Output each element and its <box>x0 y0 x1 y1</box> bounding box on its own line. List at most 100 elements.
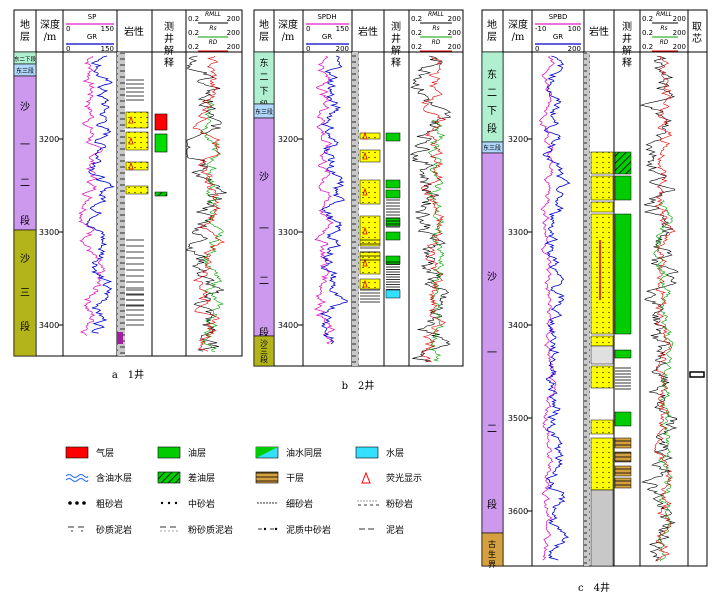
rmll-curve-b <box>409 55 452 363</box>
strat-label-c1: 东三段 <box>483 144 501 152</box>
strat-label-c0: 东二下段 <box>487 68 497 135</box>
depth-tick-a1: 3300 <box>39 228 59 237</box>
legend-label: 水层 <box>386 447 404 459</box>
legend-item: 含油水层 <box>65 472 132 484</box>
panel-well-2: 地层 深度/m SPDH 0 150 GR 0 200 岩性 测井解释 0.2 … <box>253 9 464 367</box>
sand-layer <box>359 215 381 247</box>
log2-hi-a: 150 <box>101 45 114 53</box>
log2-hi-b: 200 <box>336 45 349 53</box>
header-lith-b: 岩性 <box>358 25 378 38</box>
legend-label: 粗砂岩 <box>96 498 123 510</box>
lith-column-a <box>117 52 125 356</box>
log2-lo-c: 0 <box>535 45 539 53</box>
lith-column-b <box>352 52 359 366</box>
res-lo-c3: 0.2 <box>642 43 653 51</box>
fluorescence-icon <box>128 136 134 145</box>
log1-name-b: SPDH <box>317 13 336 21</box>
header-depth-c: 深度/m <box>508 18 528 43</box>
depth-tick-b1: 3300 <box>278 228 298 237</box>
rs-curve-a <box>200 99 224 353</box>
res-hi-a3: 200 <box>227 43 240 51</box>
sand-layer <box>590 201 614 213</box>
log2-hi-c: 200 <box>568 45 581 53</box>
strat-label-c2: 沙一二段 <box>487 271 497 511</box>
legend-label: 荧光显示 <box>386 472 422 484</box>
res-hi-c3: 200 <box>673 43 686 51</box>
legend-item: 粉砂岩 <box>357 498 413 510</box>
strat-label-a2: 沙一二段 <box>20 101 30 227</box>
res-lo-c1: 0.2 <box>642 15 653 23</box>
legend-item: 气层 <box>65 446 114 459</box>
sp-curve-b <box>313 55 336 345</box>
log1-hi-a: 150 <box>101 25 114 33</box>
rd-curve-a <box>192 55 226 352</box>
sand-layer <box>125 161 149 171</box>
sand-layer <box>590 151 614 175</box>
res-lo-a2: 0.2 <box>188 29 199 37</box>
legend-label: 油层 <box>188 447 206 459</box>
res-lo-b2: 0.2 <box>411 29 422 37</box>
legend-swatch <box>160 501 178 505</box>
legend-swatch <box>255 446 279 459</box>
legend-swatch <box>157 446 181 459</box>
legend-item: 细砂岩 <box>257 498 313 510</box>
res-hi-b1: 200 <box>448 15 461 23</box>
fluorescence-icon <box>362 258 368 267</box>
log1-lo-c: -10 <box>535 25 546 33</box>
fluorescence-icon <box>128 115 134 124</box>
rmll-curve-c <box>639 55 679 562</box>
depth-tick-c3: 3500 <box>508 414 528 423</box>
log2-lo-a: 0 <box>66 45 70 53</box>
log1-name-a: SP <box>88 13 97 21</box>
panel-well-4: 地层 深度/m SPBD -10 100 GR 0 200 岩性 测井解释 0.… <box>481 9 708 569</box>
sand-layer <box>590 335 614 347</box>
legend-label: 砂质泥岩 <box>96 524 132 536</box>
sand-layer <box>590 175 614 201</box>
res2-name-c: Rs <box>660 25 667 32</box>
depth-axis-c: 3200 3300 3400 3500 3600 <box>508 135 532 516</box>
sp-curve-c <box>538 55 557 561</box>
sand-layer <box>359 278 381 290</box>
legend-label: 细砂岩 <box>286 498 313 510</box>
sand-layer <box>590 437 614 491</box>
interp-layers-a <box>154 113 168 197</box>
legend-item: 泥岩 <box>359 524 404 536</box>
depth-axis-b: 3200 3300 3400 <box>278 135 303 330</box>
depth-tick-c2: 3400 <box>508 321 528 330</box>
sand-layer <box>125 111 149 129</box>
legend-swatch <box>258 527 278 531</box>
legend-swatch <box>68 526 84 532</box>
legend-swatch <box>355 446 379 459</box>
header-interp-c: 测井解释 <box>622 20 632 69</box>
strat-label-b1: 东三段 <box>255 108 273 116</box>
legend-item: 泥质中砂岩 <box>258 524 331 536</box>
res-hi-b2: 200 <box>448 29 461 37</box>
legend-swatch <box>357 500 379 506</box>
fluorescence-icon <box>362 131 368 140</box>
fluorescence-icon <box>128 161 134 170</box>
legend-label: 粉砂质泥岩 <box>188 524 233 536</box>
log2-name-a: GR <box>87 33 97 41</box>
depth-tick-b2: 3400 <box>278 321 298 330</box>
legend-label: 含油水层 <box>96 472 132 484</box>
strat-label-b2: 沙一二段 <box>259 171 269 339</box>
legend-item: 荧光显示 <box>361 471 422 484</box>
legend-swatch <box>361 471 371 484</box>
sand-layer <box>125 185 149 195</box>
legend-item: 粉砂质泥岩 <box>160 524 233 536</box>
legend-swatch <box>65 446 89 459</box>
log1-hi-c: 100 <box>568 25 581 33</box>
caption-c: c 4井 <box>578 581 610 594</box>
header-strat-c: 地层 <box>487 18 497 43</box>
legend-item: 油水同层 <box>255 446 322 459</box>
header-lith-c: 岩性 <box>589 25 609 38</box>
header-strat-b: 地层 <box>259 18 269 43</box>
res-hi-b3: 200 <box>448 43 461 51</box>
header-interp-b: 测井解释 <box>391 20 401 69</box>
res-lo-c2: 0.2 <box>642 29 653 37</box>
res1-name-b: RMLL <box>428 11 444 18</box>
sp-curve-a <box>78 55 106 336</box>
depth-tick-b0: 3200 <box>278 135 298 144</box>
log1-hi-b: 150 <box>336 25 349 33</box>
